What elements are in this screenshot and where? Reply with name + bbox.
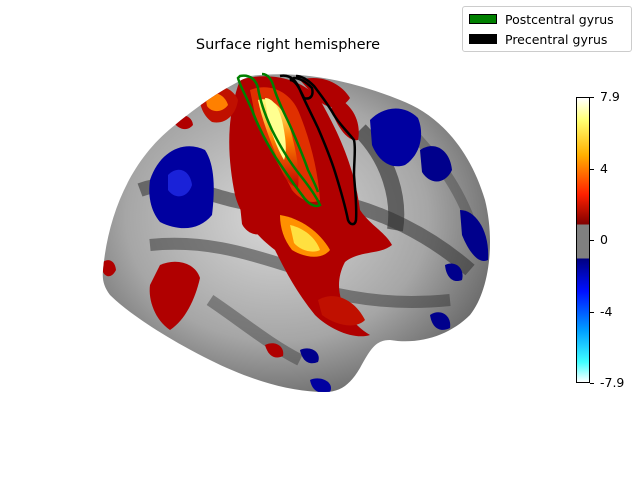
- neg-cluster-parietal: [370, 108, 422, 167]
- colorbar-tick: [590, 240, 594, 241]
- legend-item-precentral: Precentral gyrus: [469, 31, 607, 47]
- legend-swatch-postcentral: [469, 14, 497, 24]
- colorbar-tick-label: -4: [600, 304, 613, 319]
- legend-item-postcentral: Postcentral gyrus: [469, 11, 614, 27]
- colorbar-tick-label: 0: [600, 232, 608, 247]
- colorbar-tick: [590, 97, 594, 98]
- precentral-gyrus-outline: [279, 74, 358, 226]
- legend-label: Precentral gyrus: [505, 31, 608, 47]
- colorbar-tick: [590, 312, 594, 313]
- colorbar: [576, 97, 590, 383]
- postcentral-gyrus-outline: [236, 72, 322, 208]
- colorbar-tick: [590, 169, 594, 170]
- legend-label: Postcentral gyrus: [505, 11, 614, 27]
- colorbar-tick-label: -7.9: [600, 375, 625, 390]
- colorbar-tick: [590, 383, 594, 384]
- plot-title: Surface right hemisphere: [195, 37, 381, 53]
- colorbar-tick-label: 7.9: [600, 89, 620, 104]
- legend: Postcentral gyrus Precentral gyrus: [462, 6, 632, 52]
- legend-swatch-precentral: [469, 34, 497, 44]
- colorbar-tick-label: 4: [600, 161, 608, 176]
